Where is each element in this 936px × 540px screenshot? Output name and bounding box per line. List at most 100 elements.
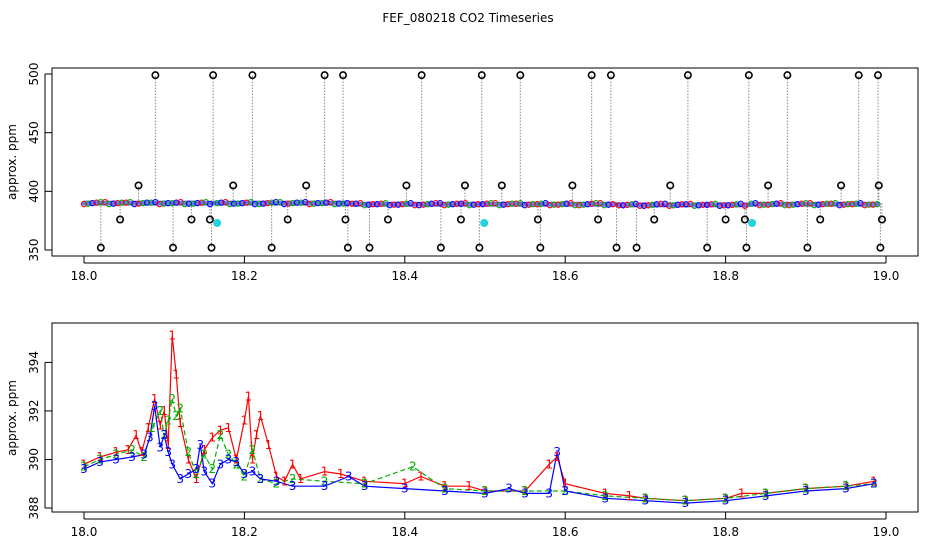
baseline-point <box>756 202 763 209</box>
baseline-point <box>636 202 644 209</box>
spike-point <box>417 71 426 80</box>
baseline-point <box>802 200 810 207</box>
spike-point <box>460 181 469 190</box>
baseline-point <box>657 200 665 207</box>
top-panel-x-tick-label: 18.8 <box>712 269 739 283</box>
series-2-mark: 2 <box>842 479 850 493</box>
series-2-mark: 2 <box>870 477 878 491</box>
baseline-point <box>836 202 843 209</box>
baseline-point <box>615 202 623 209</box>
top-panel-x-tick-label: 18.4 <box>391 269 418 283</box>
series-3-mark: 3 <box>156 440 164 454</box>
baseline-point <box>310 200 317 207</box>
baseline-point <box>811 202 818 209</box>
series-2-mark: 2 <box>96 452 104 466</box>
series-3-mark: 3 <box>601 491 609 505</box>
baseline-point <box>428 200 435 207</box>
baseline-point <box>323 199 330 206</box>
baseline-point <box>285 200 292 207</box>
series-3-mark: 3 <box>257 472 265 486</box>
series-1-mark: 1 <box>465 479 473 493</box>
baseline-point <box>281 200 288 208</box>
top-panel-x-tick-label: 18.2 <box>231 269 258 283</box>
baseline-point <box>769 201 776 208</box>
series-2-mark: 2 <box>441 482 449 496</box>
baseline-point <box>815 201 822 208</box>
series-2-mark: 2 <box>642 491 650 505</box>
series-1-mark: 1 <box>337 467 345 481</box>
baseline-point <box>457 200 465 207</box>
baseline-point <box>139 199 146 207</box>
spike-point <box>854 71 863 80</box>
baseline-point <box>230 200 238 207</box>
top-panel-x-axis: 18.0 18.2 18.4 18.6 18.8 19.0 <box>71 256 899 283</box>
series-1-mark: 1 <box>401 477 409 491</box>
baseline-point <box>135 200 142 207</box>
baseline-point <box>869 201 877 208</box>
series-1-mark: 1 <box>172 368 180 382</box>
series-2-mark: 2 <box>682 494 690 508</box>
baseline-point <box>716 202 723 209</box>
baseline-point <box>194 199 201 207</box>
baseline-point <box>840 201 847 208</box>
series-1-mark: 1 <box>241 414 249 428</box>
series-1-line <box>83 335 875 502</box>
baseline-point <box>874 201 881 208</box>
series-3-mark: 3 <box>345 469 353 483</box>
series-2-mark: 2 <box>722 491 730 505</box>
baseline-point <box>164 199 172 207</box>
baseline-point <box>628 201 635 208</box>
bottom-panel-x-tick-label: 18.8 <box>712 525 739 539</box>
series-3-mark: 3 <box>642 494 650 508</box>
baseline-point <box>619 202 627 209</box>
baseline-point <box>848 201 856 208</box>
top-panel-x-tick-label: 18.0 <box>71 269 98 283</box>
top-panel-y-label: approx. ppm <box>5 124 19 200</box>
baseline-point <box>580 201 587 208</box>
baseline-point <box>148 199 155 206</box>
series-1-mark: 1 <box>184 452 192 466</box>
baseline-point <box>314 199 322 207</box>
baseline-point <box>122 199 130 206</box>
series-1-mark: 1 <box>233 452 241 466</box>
baseline-point <box>411 202 419 209</box>
baseline-point <box>601 202 608 209</box>
baseline-point <box>678 201 686 208</box>
baseline-point <box>160 200 167 207</box>
series-2-mark: 2 <box>148 421 156 435</box>
spike-point <box>683 71 692 80</box>
series-3-mark: 3 <box>682 496 690 510</box>
top-panel-spike-points <box>96 71 886 252</box>
baseline-point <box>605 201 612 208</box>
series-3-mark: 3 <box>321 479 329 493</box>
baseline-point <box>703 201 711 208</box>
baseline-point <box>445 201 452 208</box>
series-2-mark: 2 <box>140 450 148 464</box>
baseline-point <box>525 201 532 208</box>
series-3-mark: 3 <box>184 467 192 481</box>
baseline-point <box>576 202 583 209</box>
series-3-mark: 3 <box>521 486 529 500</box>
series-2-mark: 2 <box>208 462 216 476</box>
baseline-point <box>466 202 473 209</box>
series-1-mark: 1 <box>112 445 120 459</box>
baseline-point <box>251 200 259 208</box>
spike-point <box>764 181 773 190</box>
baseline-point <box>571 202 579 209</box>
baseline-point <box>432 200 440 207</box>
spike-point <box>666 181 675 190</box>
spike-point <box>456 215 465 224</box>
baseline-point <box>649 201 656 208</box>
baseline-point <box>819 201 826 208</box>
series-2-mark: 2 <box>273 477 281 491</box>
baseline-point <box>584 201 591 208</box>
baseline-point <box>318 199 326 207</box>
series-3-mark: 3 <box>200 465 208 479</box>
series-3-mark: 3 <box>164 445 172 459</box>
spike-point <box>96 243 105 252</box>
series-3-mark: 3 <box>441 484 449 498</box>
baseline-point <box>213 199 221 207</box>
series-2-mark: 2 <box>80 460 88 474</box>
baseline-point <box>386 202 393 209</box>
